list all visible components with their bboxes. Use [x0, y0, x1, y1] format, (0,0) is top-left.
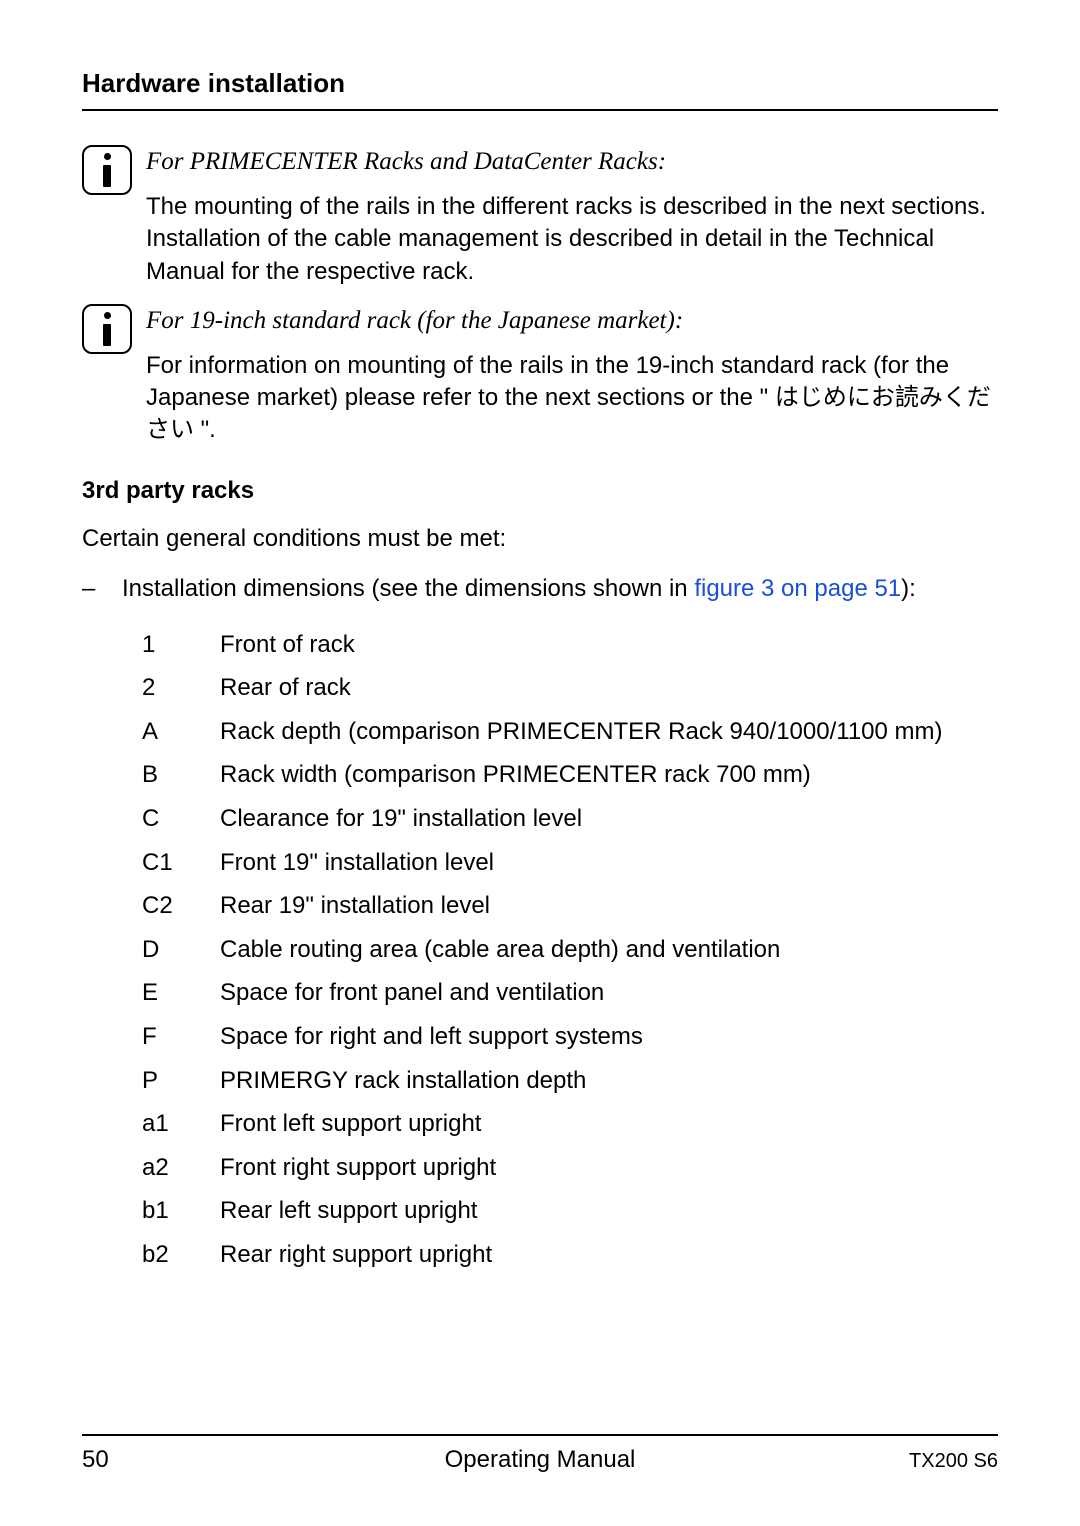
dimension-value: Front 19" installation level: [220, 846, 998, 880]
bullet-dash: –: [82, 573, 122, 605]
dimension-row: 1Front of rack: [142, 628, 998, 662]
dimension-key: 2: [142, 671, 220, 705]
info-text: For PRIMECENTER Racks and DataCenter Rac…: [146, 145, 998, 288]
third-party-racks-heading: 3rd party racks: [82, 477, 998, 505]
info-block-primecenter: For PRIMECENTER Racks and DataCenter Rac…: [82, 145, 998, 288]
page: Hardware installation For PRIMECENTER Ra…: [0, 0, 1080, 1526]
figure-link[interactable]: figure 3 on page 51: [694, 575, 901, 602]
footer-page-number: 50: [82, 1446, 109, 1474]
dimension-row: a2Front right support upright: [142, 1151, 998, 1185]
dimension-value: Rear 19" installation level: [220, 889, 998, 923]
dimension-row: a1Front left support upright: [142, 1107, 998, 1141]
dimension-key: 1: [142, 628, 220, 662]
dimension-value: PRIMERGY rack installation depth: [220, 1064, 998, 1098]
dimension-value: Front right support upright: [220, 1151, 998, 1185]
dimension-row: PPRIMERGY rack installation depth: [142, 1064, 998, 1098]
dimension-value: Space for front panel and ventilation: [220, 976, 998, 1010]
dimension-key: D: [142, 933, 220, 967]
dimension-value: Front of rack: [220, 628, 998, 662]
dimension-key: A: [142, 715, 220, 749]
footer-center-text: Operating Manual: [82, 1446, 998, 1474]
info-icon: [82, 304, 132, 354]
dimension-key: P: [142, 1064, 220, 1098]
footer-row: 50 Operating Manual TX200 S6: [82, 1446, 998, 1474]
dimension-row: CClearance for 19" installation level: [142, 802, 998, 836]
dimension-value: Clearance for 19" installation level: [220, 802, 998, 836]
bullet-text-suffix: ):: [901, 575, 916, 602]
header-rule: [82, 109, 998, 111]
dimension-value: Rack depth (comparison PRIMECENTER Rack …: [220, 715, 998, 749]
dimension-row: b2Rear right support upright: [142, 1238, 998, 1272]
bullet-text: Installation dimensions (see the dimensi…: [122, 573, 998, 605]
dimension-row: ARack depth (comparison PRIMECENTER Rack…: [142, 715, 998, 749]
dimension-key: B: [142, 758, 220, 792]
info-italic-line: For PRIMECENTER Racks and DataCenter Rac…: [146, 145, 998, 179]
info-body: For information on mounting of the rails…: [146, 352, 991, 444]
dimension-row: C2Rear 19" installation level: [142, 889, 998, 923]
dimension-key: a2: [142, 1151, 220, 1185]
dimension-value: Cable routing area (cable area depth) an…: [220, 933, 998, 967]
dimension-key: C: [142, 802, 220, 836]
dimension-row: ESpace for front panel and ventilation: [142, 976, 998, 1010]
footer-rule: [82, 1434, 998, 1436]
bullet-installation-dimensions: – Installation dimensions (see the dimen…: [82, 573, 998, 605]
conditions-line: Certain general conditions must be met:: [82, 523, 998, 555]
dimension-list: 1Front of rack 2Rear of rack ARack depth…: [142, 628, 998, 1272]
dimension-key: C2: [142, 889, 220, 923]
dimension-key: b1: [142, 1194, 220, 1228]
dimension-key: a1: [142, 1107, 220, 1141]
dimension-key: b2: [142, 1238, 220, 1272]
dimension-value: Front left support upright: [220, 1107, 998, 1141]
dimension-value: Rear of rack: [220, 671, 998, 705]
bullet-text-prefix: Installation dimensions (see the dimensi…: [122, 575, 694, 602]
info-body: The mounting of the rails in the differe…: [146, 193, 986, 285]
page-footer: 50 Operating Manual TX200 S6: [82, 1434, 998, 1474]
dimension-key: F: [142, 1020, 220, 1054]
info-icon: [82, 145, 132, 195]
dimension-row: DCable routing area (cable area depth) a…: [142, 933, 998, 967]
dimension-row: b1Rear left support upright: [142, 1194, 998, 1228]
dimension-row: 2Rear of rack: [142, 671, 998, 705]
dimension-value: Space for right and left support systems: [220, 1020, 998, 1054]
info-text: For 19-inch standard rack (for the Japan…: [146, 304, 998, 447]
info-italic-line: For 19-inch standard rack (for the Japan…: [146, 304, 998, 338]
info-block-19inch: For 19-inch standard rack (for the Japan…: [82, 304, 998, 447]
dimension-row: BRack width (comparison PRIMECENTER rack…: [142, 758, 998, 792]
dimension-key: C1: [142, 846, 220, 880]
dimension-value: Rear left support upright: [220, 1194, 998, 1228]
dimension-value: Rear right support upright: [220, 1238, 998, 1272]
dimension-row: FSpace for right and left support system…: [142, 1020, 998, 1054]
dimension-value: Rack width (comparison PRIMECENTER rack …: [220, 758, 998, 792]
page-header-title: Hardware installation: [82, 68, 998, 99]
dimension-key: E: [142, 976, 220, 1010]
dimension-row: C1Front 19" installation level: [142, 846, 998, 880]
